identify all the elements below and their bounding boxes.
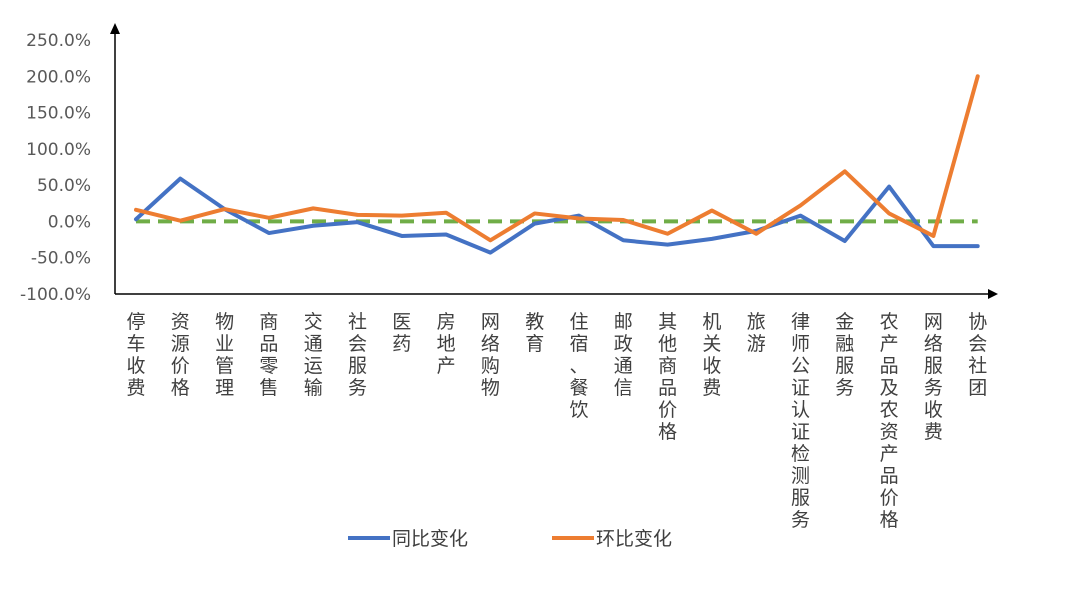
- x-category-label: 停车收费: [126, 311, 145, 399]
- y-tick-label: 0.0%: [48, 212, 91, 232]
- x-category-label: 金融服务: [835, 311, 854, 399]
- legend-label-yoy: 同比变化: [392, 528, 468, 550]
- y-tick-label: 100.0%: [26, 140, 91, 160]
- y-tick-label: -50.0%: [31, 249, 91, 269]
- legend-label-mom: 环比变化: [596, 528, 672, 550]
- x-category-label: 邮政通信: [614, 311, 633, 399]
- x-category-label: 网络服务收费: [924, 311, 943, 443]
- x-axis-arrow: [988, 289, 998, 299]
- x-category-label: 律师公证认证检测服务: [791, 311, 810, 531]
- x-category-label: 住宿、餐饮: [569, 311, 588, 421]
- x-category-label: 房地产: [437, 311, 456, 377]
- y-tick-label: 250.0%: [26, 31, 91, 51]
- x-category-label: 交通运输: [304, 311, 323, 399]
- x-category-label: 资源价格: [171, 311, 190, 399]
- x-category-label: 医药: [392, 311, 411, 355]
- series-lines: [134, 74, 980, 255]
- y-tick-label: -100.0%: [20, 285, 91, 305]
- series-line-mom: [134, 74, 980, 243]
- x-category-label: 农产品及农资产品价格: [880, 311, 899, 531]
- y-tick-label: 150.0%: [26, 104, 91, 124]
- x-category-label: 商品零售: [259, 311, 278, 399]
- x-category-label: 物业管理: [215, 311, 234, 399]
- x-category-label: 社会服务: [348, 311, 367, 399]
- x-category-label: 教育: [525, 311, 544, 355]
- x-category-label: 旅游: [747, 311, 766, 355]
- y-axis-tick-labels: -100.0% -50.0% 0.0% 50.0% 100.0% 150.0% 200.0%…: [20, 31, 91, 305]
- x-category-label: 网络购物: [481, 311, 500, 399]
- y-tick-label: 200.0%: [26, 67, 91, 87]
- x-category-label: 协会社团: [968, 311, 987, 399]
- y-axis-arrow: [110, 23, 120, 34]
- x-category-label: 其他商品价格: [658, 311, 677, 443]
- x-category-label: 机关收费: [702, 311, 721, 399]
- legend: 同比变化 环比变化: [348, 528, 672, 550]
- series-line-yoy: [134, 176, 980, 255]
- y-tick-label: 50.0%: [37, 176, 91, 196]
- x-axis-category-labels: 停车收费 资源价格 物业管理 商品零售 交通运输 社会服务 医药 房地产 网络购物 教育 住宿、餐饮…: [126, 311, 987, 531]
